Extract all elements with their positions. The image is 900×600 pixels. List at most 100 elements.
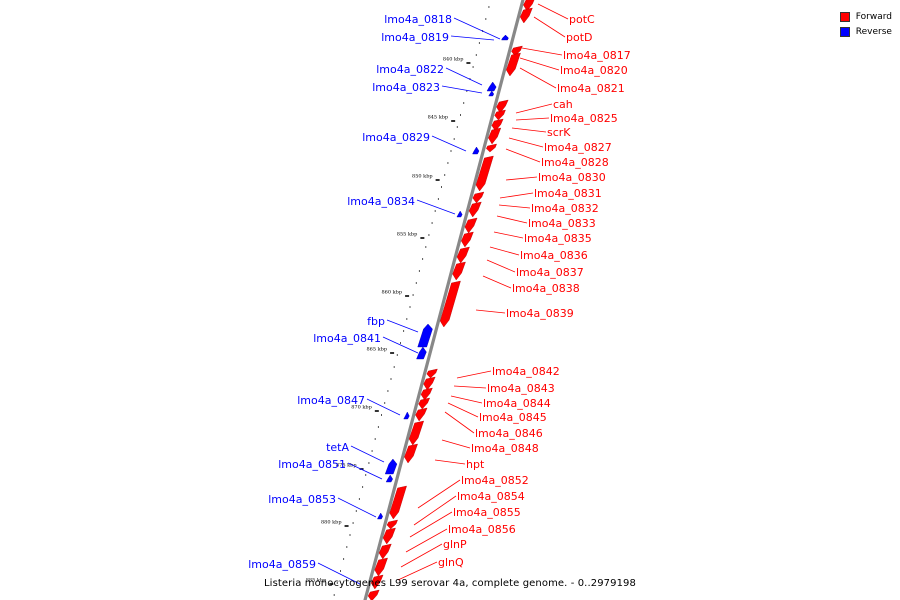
reverse-leader-line (386, 319, 419, 333)
scale-dot (346, 546, 348, 548)
gene-label-lmo4a-0821: lmo4a_0821 (557, 82, 625, 95)
reverse-gene-shape (456, 210, 463, 218)
forward-gene-shape (374, 557, 388, 577)
forward-leader-line (533, 16, 566, 38)
gene-label-cah: cah (553, 98, 573, 111)
gene-label-lmo4a-0818: lmo4a_0818 (384, 13, 452, 26)
forward-gene-shape (389, 485, 407, 520)
scale-dot (485, 18, 487, 20)
gene-label-lmo4a-0855: lmo4a_0855 (453, 506, 521, 519)
forward-gene-shape (370, 574, 384, 590)
gene-label-lmo4a-0844: lmo4a_0844 (483, 397, 551, 410)
forward-gene-shape (475, 155, 494, 192)
reverse-leader-line (450, 35, 495, 41)
gene-label-lmo4a-0828: lmo4a_0828 (541, 156, 609, 169)
forward-gene-shape (519, 7, 533, 24)
reverse-gene-shape (472, 146, 480, 155)
forward-leader-line (519, 67, 557, 89)
forward-leader-line (498, 204, 531, 209)
gene-label-lmo4a-0831: lmo4a_0831 (534, 187, 602, 200)
gene-label-lmo4a-0837: lmo4a_0837 (516, 266, 584, 279)
scale-dot (428, 234, 430, 236)
forward-gene-shape (439, 280, 461, 328)
forward-leader-line (475, 309, 506, 314)
gene-label-fbp: fbp (367, 315, 385, 328)
scale-ticks: 840 kbp 845 kbp 850 kbp 855 kbp 860 kbp 865 k… (306, 57, 471, 585)
legend: Forward Reverse (839, 9, 892, 39)
forward-gene-shape (491, 118, 504, 132)
forward-leader-line (447, 402, 479, 418)
scale-label: 875 kbp (336, 463, 357, 469)
forward-gene-shape (496, 99, 509, 114)
forward-leader-line (505, 148, 541, 163)
scale-dot (425, 246, 427, 248)
forward-swatch (839, 11, 850, 22)
forward-gene-shape (464, 217, 478, 234)
scale-label: 850 kbp (412, 174, 433, 180)
scale-dot (478, 42, 480, 44)
scale-label: 885 kbp (306, 578, 327, 584)
reverse-gene-labels: lmo4a_0818 lmo4a_0819 lmo4a_0822 lmo4a_0823… (248, 13, 501, 585)
forward-gene-shape (523, 0, 535, 12)
scale-dot (340, 570, 341, 572)
forward-leader-line (486, 259, 516, 273)
scale-dot (400, 342, 401, 344)
scale-label: 860 kbp (382, 290, 403, 296)
forward-gene-shape (404, 443, 418, 464)
scale-dot (431, 222, 433, 224)
scale-label: 880 kbp (321, 520, 342, 526)
forward-leader-line (413, 495, 457, 526)
scale-dot (456, 126, 458, 128)
scale-dot (333, 594, 335, 596)
scale-dot (362, 486, 364, 488)
scale-dot (453, 138, 455, 140)
gene-label-lmo4a-0819: lmo4a_0819 (381, 31, 449, 44)
gene-label-lmo4a-0848: lmo4a_0848 (471, 442, 539, 455)
scale-label: 855 kbp (397, 232, 418, 238)
scale-dot (472, 66, 474, 68)
reverse-leader-line (347, 462, 383, 480)
forward-gene-shape (382, 527, 396, 545)
gene-label-lmo4a-0822: lmo4a_0822 (376, 63, 444, 76)
gene-label-potd: potD (566, 31, 593, 44)
forward-leader-line (521, 47, 563, 56)
scale-label: 845 kbp (428, 115, 449, 121)
reverse-gene-shape (384, 458, 398, 475)
reverse-leader-line (337, 497, 377, 518)
forward-gene-shape (511, 45, 523, 57)
forward-leader-line (505, 176, 538, 181)
gene-label-lmo4a-0832: lmo4a_0832 (531, 202, 599, 215)
scale-dot (415, 282, 417, 284)
legend-forward: Forward (839, 9, 892, 24)
gene-label-potc: potC (569, 13, 595, 26)
forward-gene-shape (415, 407, 428, 422)
gene-label-lmo4a-0845: lmo4a_0845 (479, 411, 547, 424)
forward-leader-line (409, 511, 453, 538)
scale-dot (447, 162, 449, 164)
forward-leader-line (515, 117, 550, 121)
gene-label-lmo4a-0827: lmo4a_0827 (544, 141, 612, 154)
scale-dot (450, 150, 452, 152)
scale-dot (358, 498, 360, 500)
gene-label-lmo4a-0838: lmo4a_0838 (512, 282, 580, 295)
scale-label: 870 kbp (351, 405, 372, 411)
reverse-leader-line (366, 398, 401, 416)
reverse-gene-shape (488, 90, 495, 97)
scale-dot (365, 474, 367, 476)
scale-dot (384, 402, 386, 404)
forward-gene-shape (418, 397, 431, 410)
gene-label-lmo4a-0839: lmo4a_0839 (506, 307, 574, 320)
gene-label-glnp: glnP (443, 538, 467, 551)
forward-leader-line (515, 103, 553, 114)
scale-dot (377, 426, 379, 428)
gene-label-lmo4a-0856: lmo4a_0856 (448, 523, 516, 536)
gene-label-lmo4a-0829: lmo4a_0829 (362, 131, 430, 144)
reverse-swatch (839, 26, 850, 37)
forward-leader-line (489, 246, 520, 256)
forward-gene-shape (461, 231, 474, 248)
scale-dot (441, 186, 442, 188)
reverse-gene-shape (385, 474, 393, 483)
scale-dot (393, 366, 395, 368)
gene-label-lmo4a-0836: lmo4a_0836 (520, 249, 588, 262)
forward-leader-line (417, 479, 461, 509)
